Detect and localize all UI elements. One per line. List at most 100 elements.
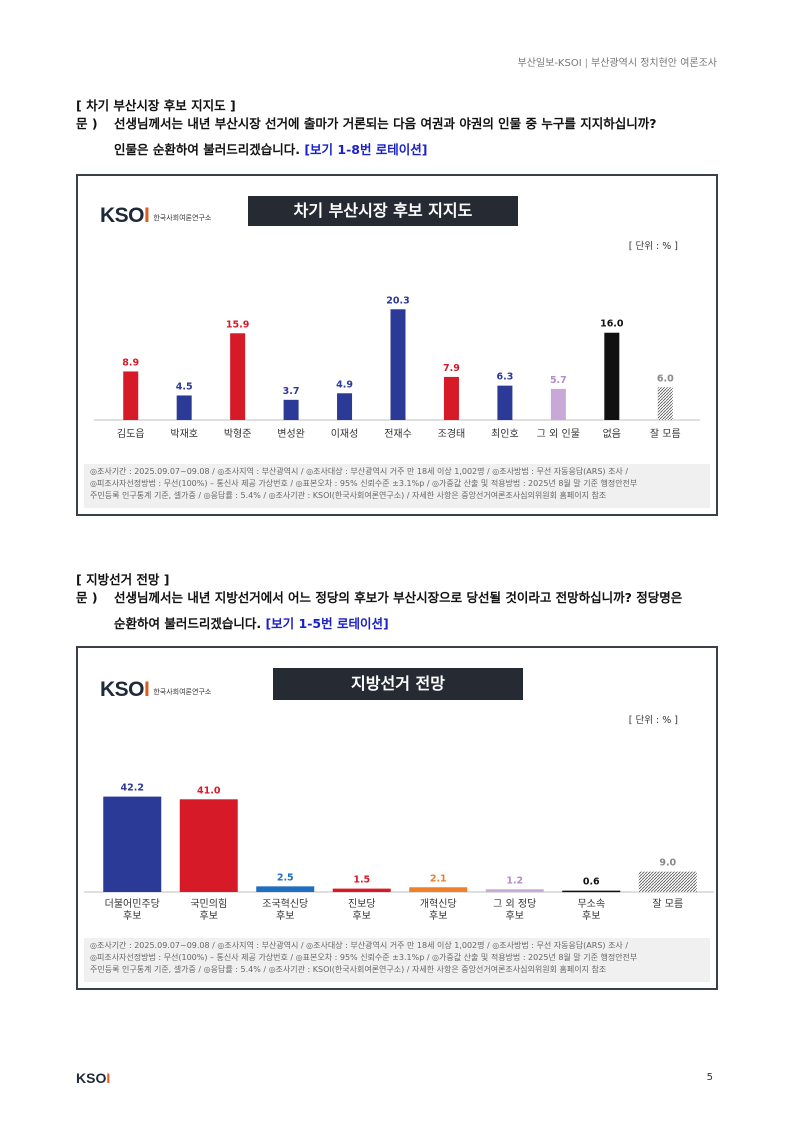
category-label: 무소속: [577, 898, 605, 910]
rotation-note: [보기 1-5번 로테이션]: [265, 616, 389, 631]
chart-title: 차기 부산시장 후보 지지도: [248, 196, 518, 226]
category-label: 전재수: [384, 428, 412, 440]
category-label: 조경태: [438, 427, 466, 440]
page-number: 5: [706, 1072, 713, 1083]
logo-wordmark: KSOI: [100, 204, 150, 227]
bar: [283, 399, 299, 420]
data-label: 1.2: [506, 875, 523, 886]
category-label: 후보: [200, 910, 218, 922]
section-title-support: [ 차기 부산시장 후보 지지도 ]: [76, 98, 236, 113]
header-separator: |: [584, 58, 589, 69]
data-label: 9.0: [659, 858, 676, 869]
bar: [443, 376, 459, 420]
footnote-line1: ◎조사기간 : 2025.09.07~09.08 / ◎조사지역 : 부산광역시…: [90, 467, 629, 476]
category-label: 개혁신당: [420, 898, 457, 910]
category-label: 더불어민주당: [105, 898, 160, 910]
question-support: 문 ) 선생님께서는 내년 부산시장 선거에 출마가 거론되는 다음 여권과 야권…: [76, 111, 726, 163]
bar: [638, 871, 697, 892]
data-label: 4.9: [336, 379, 353, 390]
footnote-line1: ◎조사기간 : 2025.09.07~09.08 / ◎조사지역 : 부산광역시…: [90, 941, 629, 950]
bar: [485, 889, 544, 892]
data-label: 3.7: [283, 386, 300, 397]
category-label: 잘 모름: [650, 428, 681, 440]
logo-wordmark: KSOI: [100, 678, 150, 701]
category-label: 변성완: [277, 428, 305, 440]
category-label: 후보: [506, 910, 524, 922]
footnote-line3: 주민등록 인구통계 기준, 셀가중 / ◎응답률 : 5.4% / ◎조사기관 …: [90, 491, 607, 500]
category-label: 박형준: [224, 428, 252, 440]
category-label: 그 외 인물: [537, 428, 580, 440]
category-label: 김도읍: [117, 428, 145, 440]
data-label: 15.9: [226, 319, 249, 330]
chart-panel-forecast: KSOI 한국사회여론연구소 지방선거 전망 [ 단위 : % ] 42.2 더불…: [76, 646, 718, 990]
logo-subtitle: 한국사회여론연구소: [153, 687, 212, 696]
bar: [550, 388, 566, 420]
category-label: 후보: [123, 910, 141, 922]
rotation-note: [보기 1-8번 로테이션]: [304, 142, 428, 157]
question-forecast: 문 ) 선생님께서는 내년 지방선거에서 어느 정당의 후보가 부산시장으로 당선…: [76, 585, 726, 637]
category-label: 후보: [582, 910, 600, 922]
data-label: 2.1: [430, 873, 447, 884]
survey-footnote: ◎조사기간 : 2025.09.07~09.08 / ◎조사지역 : 부산광역시…: [84, 464, 710, 508]
data-label: 42.2: [121, 783, 144, 794]
question-prefix: 문 ): [76, 116, 98, 131]
data-label: 8.9: [122, 357, 139, 368]
category-label: 박재호: [170, 428, 198, 440]
category-label: 없음: [603, 427, 621, 440]
category-label: 조국혁신당: [262, 898, 308, 910]
question-prefix: 문 ): [76, 590, 98, 605]
data-label: 5.7: [550, 375, 567, 386]
data-label: 2.5: [277, 872, 294, 883]
data-label: 6.0: [657, 373, 674, 384]
data-label: 0.6: [583, 877, 600, 888]
bar: [409, 887, 468, 892]
unit-label: [ 단위 : % ]: [628, 241, 678, 252]
footnote-line2: ◎피조사자선정방법 : 무선(100%) – 통신사 제공 가상번호 / ◎표본…: [90, 953, 638, 962]
data-label: 6.3: [496, 372, 513, 383]
category-label: 진보당: [348, 898, 376, 910]
header-source: 부산일보-KSOI: [517, 58, 582, 69]
data-label: 7.9: [443, 363, 460, 374]
bar: [256, 886, 315, 892]
bar: [332, 888, 391, 892]
category-label: 국민의힘: [190, 898, 227, 910]
bar: [176, 395, 192, 420]
bar: [604, 332, 620, 420]
data-label: 1.5: [353, 875, 370, 886]
section-title-forecast: [ 지방선거 전망 ]: [76, 572, 170, 587]
chart-panel-support: KSOI 한국사회여론연구소 차기 부산시장 후보 지지도 [ 단위 : % ]…: [76, 174, 718, 516]
bar: [103, 796, 162, 892]
category-label: 후보: [429, 910, 447, 922]
bar: [390, 309, 406, 420]
logo-subtitle: 한국사회여론연구소: [153, 213, 212, 222]
bar: [123, 371, 139, 420]
bar: [337, 393, 353, 420]
category-label: 후보: [353, 910, 371, 922]
data-label: 4.5: [176, 381, 193, 392]
data-label: 20.3: [386, 295, 409, 306]
question-text-line2: 인물은 순환하여 불러드리겠습니다.: [114, 142, 300, 157]
question-text-line1: 선생님께서는 내년 부산시장 선거에 출마가 거론되는 다음 여권과 야권의 인…: [114, 116, 657, 131]
support-bar-chart: 8.9 김도읍 4.5 박재호 15.9 박형준 3.7 변성완 4.9 이재성 20.3 전재수 7.…: [94, 295, 700, 440]
footnote-line3: 주민등록 인구통계 기준, 셀가중 / ◎응답률 : 5.4% / ◎조사기관 …: [90, 965, 607, 974]
ksoi-logo: KSOI 한국사회여론연구소: [100, 678, 211, 702]
category-label: 최인호: [491, 428, 519, 440]
footer-ksoi-logo: KSOI: [76, 1070, 111, 1086]
bar: [657, 387, 673, 420]
unit-label: [ 단위 : % ]: [628, 715, 678, 726]
data-label: 16.0: [600, 319, 624, 330]
bar: [562, 890, 621, 893]
bar: [179, 799, 238, 892]
data-label: 41.0: [197, 785, 221, 796]
survey-footnote: ◎조사기간 : 2025.09.07~09.08 / ◎조사지역 : 부산광역시…: [84, 938, 710, 982]
chart-title: 지방선거 전망: [273, 668, 523, 700]
footnote-line2: ◎피조사자선정방법 : 무선(100%) – 통신사 제공 가상번호 / ◎표본…: [90, 479, 638, 488]
bar: [230, 333, 246, 420]
document-header: 부산일보-KSOI | 부산광역시 정치현안 여론조사: [518, 54, 717, 69]
header-title: 부산광역시 정치현안 여론조사: [591, 58, 717, 69]
category-label: 이재성: [331, 428, 359, 440]
category-label: 그 외 정당: [493, 898, 536, 910]
question-text-line2: 순환하여 불러드리겠습니다.: [114, 616, 262, 631]
question-text-line1: 선생님께서는 내년 지방선거에서 어느 정당의 후보가 부산시장으로 당선될 것…: [114, 590, 683, 605]
